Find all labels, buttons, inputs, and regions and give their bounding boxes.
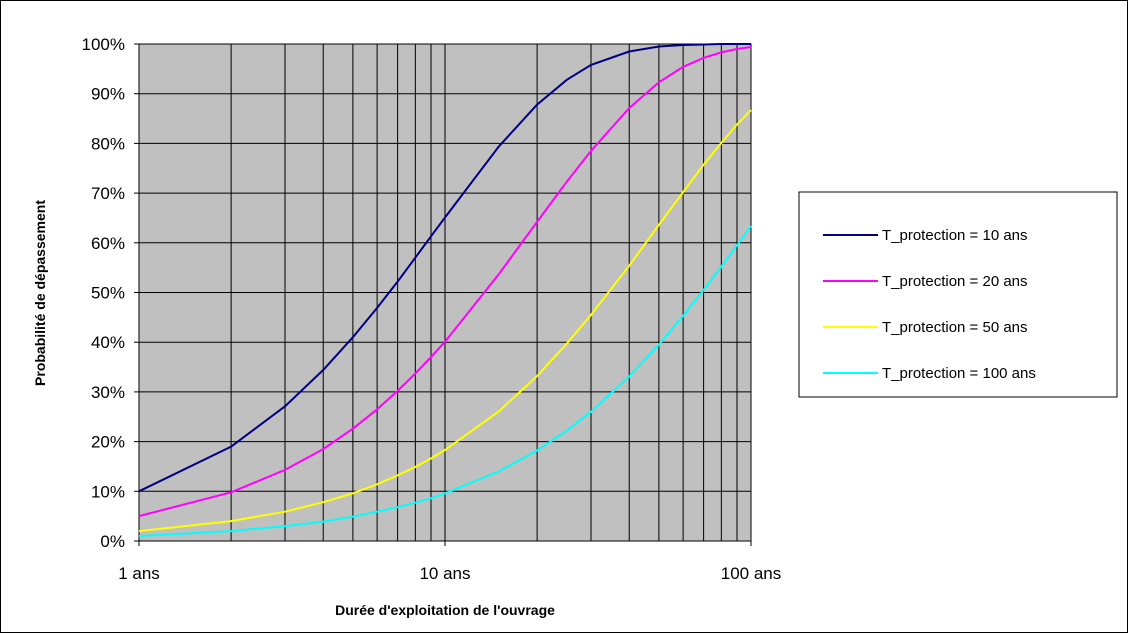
y-tick-label: 40% (91, 333, 125, 352)
x-tick-label: 1 ans (118, 564, 160, 583)
series-line-2 (138, 46, 752, 518)
y-tick-label: 30% (91, 383, 125, 402)
y-tick-label: 60% (91, 234, 125, 253)
x-tick-label: 10 ans (419, 564, 470, 583)
series-line-1 (138, 43, 751, 493)
grid-lines (138, 43, 752, 542)
y-tick-label: 100% (82, 35, 125, 54)
series-line-4 (138, 225, 752, 537)
y-tick-label: 50% (91, 284, 125, 303)
series-layer (138, 43, 752, 537)
axes (134, 43, 752, 546)
legend-label-3: T_protection = 50 ans (882, 319, 1028, 336)
legend-label-1: T_protection = 10 ans (882, 227, 1028, 244)
y-tick-labels: 0% 10% 20% 30% 40% 50% 60% 70% 80% 90% 100% (82, 35, 125, 551)
y-tick-label: 80% (91, 134, 125, 153)
y-tick-label: 0% (100, 532, 125, 551)
legend-label-4: T_protection = 100 ans (882, 365, 1036, 382)
legend: T_protection = 10 ans T_protection = 20 a… (798, 191, 1118, 398)
y-tick-label: 90% (91, 85, 125, 104)
legend-label-2: T_protection = 20 ans (882, 273, 1028, 290)
legend-box (798, 191, 1118, 398)
y-tick-label: 20% (91, 433, 125, 452)
x-tick-labels: 1 ans 10 ans 100 ans (118, 564, 781, 583)
series-line-3 (138, 109, 752, 533)
x-tick-label: 100 ans (721, 564, 782, 583)
y-tick-label: 10% (91, 482, 125, 501)
y-tick-label: 70% (91, 184, 125, 203)
x-axis-title: Durée d'exploitation de l'ouvrage (335, 602, 555, 618)
y-axis-title: Probabilité de dépassement (32, 200, 48, 386)
